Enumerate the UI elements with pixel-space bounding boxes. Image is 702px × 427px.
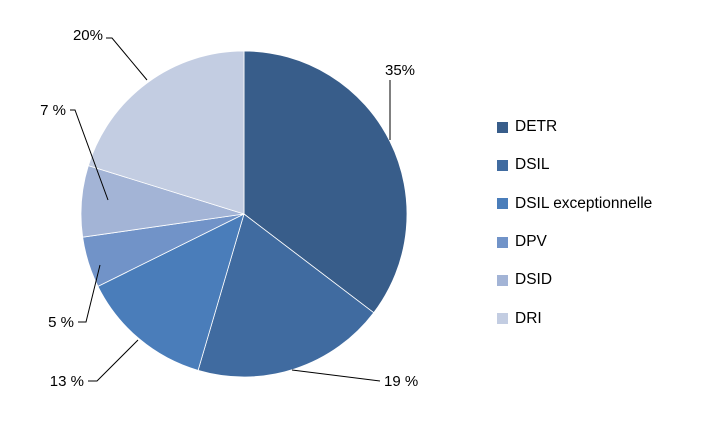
legend-swatch bbox=[497, 121, 508, 133]
pie-slice-detr bbox=[243, 50, 408, 314]
legend-label: DSIL bbox=[515, 156, 550, 174]
leader-line bbox=[70, 109, 109, 201]
leader-line bbox=[291, 369, 381, 382]
data-label: 7 % bbox=[40, 102, 66, 119]
legend-swatch bbox=[497, 274, 508, 286]
data-label: 20% bbox=[73, 27, 103, 44]
leader-line bbox=[78, 264, 101, 323]
legend-swatch bbox=[497, 159, 508, 171]
leader-line bbox=[88, 339, 139, 382]
legend-label: DSIL exceptionnelle bbox=[515, 194, 653, 212]
legend-label: DSID bbox=[515, 271, 553, 289]
legend: DETR DSIL DSIL exceptionnelle DPV DSID DRI bbox=[497, 108, 652, 338]
legend-label: DETR bbox=[515, 118, 558, 136]
pie-slice-dsil bbox=[197, 213, 375, 378]
pie-slice-dri bbox=[87, 50, 245, 215]
data-label: 13 % bbox=[50, 373, 84, 390]
legend-item: DETR bbox=[497, 108, 652, 146]
data-label: 5 % bbox=[48, 314, 74, 331]
legend-label: DRI bbox=[515, 309, 542, 327]
leader-line bbox=[106, 37, 148, 81]
legend-item: DSIL bbox=[497, 146, 652, 184]
legend-swatch bbox=[497, 313, 508, 325]
pie-slice-dsil-exceptionnelle bbox=[97, 213, 245, 371]
data-label: 19 % bbox=[384, 373, 418, 390]
data-label: 35% bbox=[385, 62, 415, 79]
legend-swatch bbox=[497, 198, 508, 210]
legend-item: DRI bbox=[497, 299, 652, 337]
legend-item: DSID bbox=[497, 261, 652, 299]
legend-swatch bbox=[497, 236, 508, 248]
legend-item: DSIL exceptionnelle bbox=[497, 185, 652, 223]
legend-item: DPV bbox=[497, 223, 652, 261]
legend-label: DPV bbox=[515, 233, 547, 251]
